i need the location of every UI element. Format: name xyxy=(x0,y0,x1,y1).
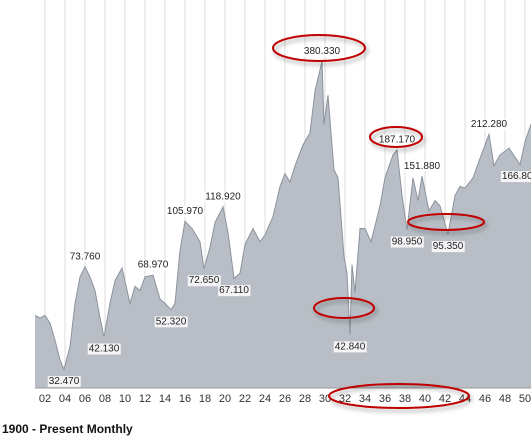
data-label: 32.470 xyxy=(47,376,81,388)
x-tick-label: 16 xyxy=(179,393,191,405)
x-tick-label: 14 xyxy=(159,393,171,405)
data-label-text: 67.110 xyxy=(219,285,249,296)
x-tick-label: 40 xyxy=(419,393,431,405)
ellipse xyxy=(272,34,366,62)
data-label-text: 380.330 xyxy=(304,46,341,57)
x-tick-label: 04 xyxy=(59,393,71,405)
data-label: 118.920 xyxy=(204,191,243,203)
data-label-box xyxy=(469,118,509,130)
data-label-text: 68.970 xyxy=(138,260,169,271)
labels-layer: 02 04 06 08 10 12 14 16 18 20 22 24 26 28 30 32 34 36 38 40… xyxy=(39,45,531,405)
x-tick-label: 10 xyxy=(119,393,131,405)
x-tick-label: 02 xyxy=(39,393,51,405)
highlight-ellipses xyxy=(272,34,485,409)
x-tick-label: 34 xyxy=(359,393,371,405)
data-label-box xyxy=(431,241,465,253)
data-label-box xyxy=(165,205,205,217)
data-label-box xyxy=(377,134,417,146)
data-label-text: 212.280 xyxy=(471,119,508,130)
data-label-box xyxy=(136,259,170,271)
data-label: 105.970 xyxy=(165,205,205,217)
data-label: 166.800 xyxy=(500,171,531,183)
x-tick-label: 36 xyxy=(379,393,391,405)
data-label-text: 42.130 xyxy=(89,343,120,354)
x-tick-label: 38 xyxy=(399,393,411,405)
data-label-text: 42.840 xyxy=(335,341,366,352)
data-label-text: 187.170 xyxy=(379,135,416,146)
data-label-text: 32.470 xyxy=(49,376,80,387)
caption: 1900 - Present Monthly xyxy=(2,422,133,436)
data-label-text: 52.320 xyxy=(156,316,187,327)
data-label-text: 73.760 xyxy=(70,251,101,262)
ellipse xyxy=(407,213,485,231)
x-tick-label: 28 xyxy=(299,393,311,405)
x-tick-label: 08 xyxy=(99,393,111,405)
data-label-box xyxy=(302,45,342,57)
data-label-text: 105.970 xyxy=(167,206,204,217)
ellipse xyxy=(369,126,423,148)
data-label: 42.840 xyxy=(333,341,367,353)
x-tick-label: 26 xyxy=(279,393,291,405)
data-label: 68.970 xyxy=(136,259,170,271)
data-label-text: 151.880 xyxy=(404,161,441,172)
data-label-box xyxy=(500,171,531,183)
area-outline xyxy=(34,61,531,371)
data-label: 95.350 xyxy=(431,241,465,253)
x-tick-label: 20 xyxy=(219,393,231,405)
x-tick-label: 46 xyxy=(479,393,491,405)
x-tick-label: 12 xyxy=(139,393,151,405)
data-label: 380.330 xyxy=(302,45,342,57)
data-label: 67.110 xyxy=(218,285,251,297)
data-label: 187.170 xyxy=(377,134,417,146)
ellipse xyxy=(313,297,375,319)
x-tick-label: 18 xyxy=(199,393,211,405)
area xyxy=(35,61,531,388)
x-tick-label: 22 xyxy=(239,393,251,405)
x-tick-label: 06 xyxy=(79,393,91,405)
x-tick-label: 48 xyxy=(499,393,511,405)
data-label: 98.950 xyxy=(390,236,424,248)
data-label: 42.130 xyxy=(87,343,121,355)
x-tick-label: 32 xyxy=(339,393,351,405)
data-label-text: 72.650 xyxy=(189,275,220,286)
data-label: 72.650 xyxy=(187,275,221,287)
data-label: 52.320 xyxy=(154,316,188,328)
data-label-box xyxy=(47,376,81,388)
data-label-box xyxy=(204,191,243,203)
data-label-text: 118.920 xyxy=(205,191,241,202)
data-label: 212.280 xyxy=(469,118,509,130)
area-layer xyxy=(34,61,531,388)
data-label-box xyxy=(187,275,221,287)
data-label-box xyxy=(68,251,102,263)
data-label: 73.760 xyxy=(68,251,102,263)
data-label-text: 98.950 xyxy=(392,237,423,248)
data-label-box xyxy=(402,160,442,172)
data-label-text: 95.350 xyxy=(433,241,464,252)
data-label-box xyxy=(87,343,121,355)
data-label-box xyxy=(390,236,424,248)
x-tick-label: 42 xyxy=(439,393,451,405)
data-label-box xyxy=(154,316,188,328)
data-label: 151.880 xyxy=(402,160,442,172)
data-label-box xyxy=(333,341,367,353)
data-label-text: 166.800 xyxy=(502,171,531,182)
ellipse xyxy=(328,383,470,409)
x-tick-label: 50 xyxy=(519,393,531,405)
x-tick-label: 24 xyxy=(259,393,271,405)
data-label-box xyxy=(218,285,251,297)
